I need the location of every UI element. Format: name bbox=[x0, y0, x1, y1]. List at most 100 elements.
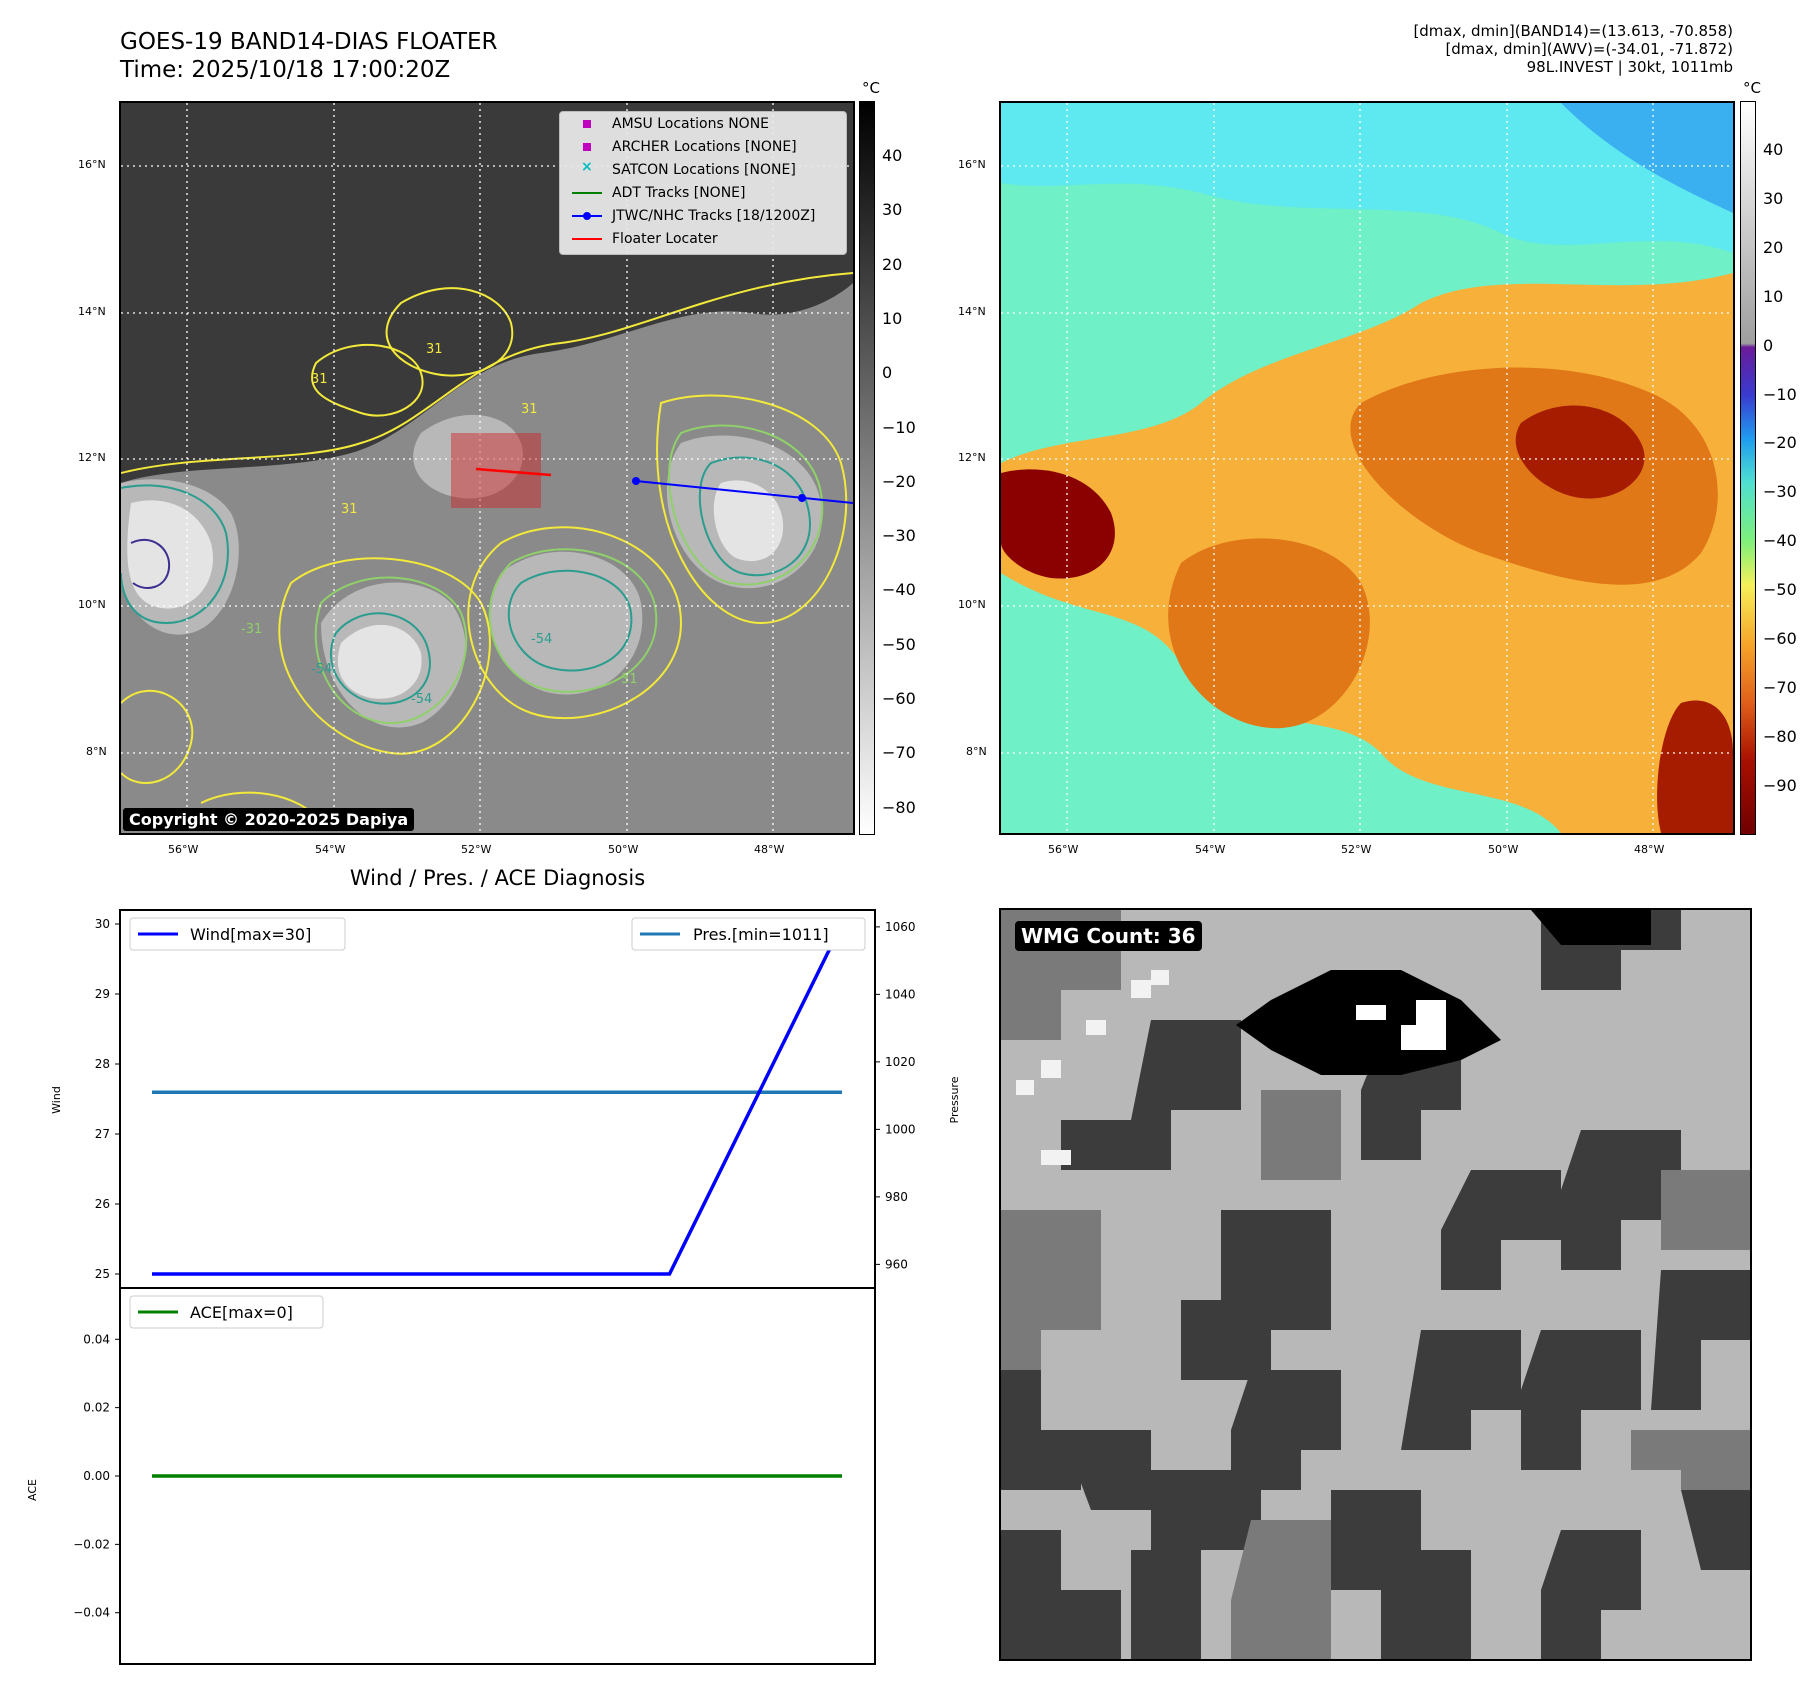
floater-locater-line bbox=[475, 467, 552, 477]
wind-series-line bbox=[152, 923, 844, 1276]
colorbar-tick: −70 bbox=[882, 743, 916, 763]
wv-moist-core bbox=[1168, 538, 1370, 729]
axis-tick-label: 26 bbox=[95, 1197, 110, 1211]
ir-contour-labels: 31 31 31 31 -54 -54 -54 -31 31 bbox=[241, 342, 638, 707]
axis-tick-label: −0.02 bbox=[73, 1537, 110, 1551]
colorbar-tick: −90 bbox=[1763, 775, 1797, 795]
wv-dry-region bbox=[1001, 103, 1733, 253]
wmg-light-blocks bbox=[1016, 970, 1169, 1165]
pressure-ylabel: Pressure bbox=[948, 1076, 961, 1123]
info-line-2: [dmax, dmin](AWV)=(-34.01, -71.872) bbox=[1445, 40, 1733, 58]
lon-tick: 50°W bbox=[1488, 843, 1519, 856]
wmg-count-badge: WMG Count: 36 bbox=[1015, 921, 1202, 951]
wv-very-moist-core bbox=[1001, 469, 1115, 579]
lon-tick: 50°W bbox=[608, 843, 639, 856]
colorbar-tick: −80 bbox=[1763, 726, 1797, 746]
colorbar-tick: −10 bbox=[1763, 384, 1797, 404]
colorbar-tick: 0 bbox=[882, 363, 893, 383]
axis-tick-label: 28 bbox=[95, 1057, 110, 1071]
colorbar-tick: −70 bbox=[1763, 677, 1797, 697]
colorbar-tick: −50 bbox=[882, 634, 916, 654]
wind-ticks: 30 29 28 27 26 25 bbox=[95, 917, 120, 1281]
colorbar-tick: −30 bbox=[1763, 482, 1797, 502]
lon-tick: 52°W bbox=[461, 843, 492, 856]
colorbar-tick: −80 bbox=[882, 797, 916, 817]
axis-tick-label: 0.04 bbox=[83, 1332, 110, 1346]
contour-label: 31 bbox=[341, 502, 358, 517]
colorbar-tick: −50 bbox=[1763, 580, 1797, 600]
axis-tick-label: 980 bbox=[885, 1190, 908, 1204]
ir-legend: AMSU Locations NONE ARCHER Locations [NO… bbox=[559, 111, 847, 255]
lat-tick: 8°N bbox=[86, 745, 107, 758]
ir-coldest-cloud bbox=[127, 480, 784, 699]
wmg-image bbox=[1001, 910, 1750, 1659]
wmg-black-block bbox=[1531, 910, 1651, 945]
colorbar-tick: 30 bbox=[1763, 188, 1784, 208]
lat-tick: 14°N bbox=[958, 305, 986, 318]
lon-tick: 54°W bbox=[315, 843, 346, 856]
colorbar-tick: −60 bbox=[882, 689, 916, 708]
ace-ylabel: ACE bbox=[26, 1479, 39, 1501]
colorbar-tick: 40 bbox=[882, 146, 903, 165]
contour-label: -54 bbox=[311, 662, 332, 677]
axis-tick-label: 1040 bbox=[885, 987, 916, 1001]
ir-colorbar bbox=[859, 101, 875, 835]
colorbar-tick: 20 bbox=[1763, 237, 1784, 257]
ace-legend-label: ACE[max=0] bbox=[190, 1303, 293, 1322]
ace-ticks: 0.04 0.02 0.00 −0.02 −0.04 bbox=[73, 1332, 120, 1620]
axis-tick-label: 0.02 bbox=[83, 1401, 110, 1415]
wv-very-dry-region bbox=[1561, 103, 1733, 213]
axis-tick-label: 960 bbox=[885, 1257, 908, 1271]
ace-legend bbox=[129, 1295, 324, 1329]
info-line-1: [dmax, dmin](BAND14)=(13.613, -70.858) bbox=[1413, 22, 1733, 40]
lat-tick: 10°N bbox=[78, 598, 106, 611]
lon-tick: 52°W bbox=[1341, 843, 1372, 856]
wv-map-panel bbox=[999, 101, 1735, 835]
lat-tick: 12°N bbox=[958, 451, 986, 464]
colorbar-tick: −30 bbox=[882, 526, 916, 546]
contour-label: 31 bbox=[311, 372, 328, 387]
colorbar-tick: −40 bbox=[882, 580, 916, 600]
wind-ylabel: Wind bbox=[50, 1086, 63, 1114]
wv-gridlines bbox=[1001, 103, 1733, 833]
wmg-panel: WMG Count: 36 bbox=[999, 908, 1752, 1661]
wmg-white-block bbox=[1356, 1005, 1386, 1020]
colorbar-tick: 30 bbox=[882, 200, 903, 220]
lat-tick: 10°N bbox=[958, 598, 986, 611]
colorbar-tick: −10 bbox=[882, 417, 916, 437]
jtwc-track-point bbox=[798, 494, 806, 502]
jtwc-track-point bbox=[632, 477, 640, 485]
lat-tick: 8°N bbox=[966, 745, 987, 758]
axis-tick-label: 1060 bbox=[885, 920, 916, 934]
legend-item-adt: ADT Tracks [NONE] bbox=[570, 183, 745, 203]
colorbar-tick: −60 bbox=[1763, 629, 1797, 648]
axis-tick-label: 29 bbox=[95, 987, 110, 1001]
wv-moist-core bbox=[1350, 367, 1718, 585]
lon-tick: 54°W bbox=[1195, 843, 1226, 856]
contour-label: 31 bbox=[521, 402, 538, 417]
wv-map-image bbox=[1001, 103, 1733, 833]
wv-colorbar-unit: °C bbox=[1743, 79, 1761, 97]
figure-title: GOES-19 BAND14-DIAS FLOATER Time: 2025/1… bbox=[120, 28, 498, 84]
colorbar-tick: −20 bbox=[1763, 433, 1797, 453]
line-icon bbox=[572, 238, 602, 240]
lat-tick: 16°N bbox=[958, 158, 986, 171]
axis-tick-label: 25 bbox=[95, 1267, 110, 1281]
legend-item-floater: Floater Locater bbox=[570, 229, 718, 249]
wv-colorbar bbox=[1740, 101, 1756, 835]
contour-label: 31 bbox=[621, 672, 638, 687]
pressure-ticks: 1060 1040 1020 1000 980 960 bbox=[875, 920, 916, 1271]
diagnosis-title: Wind / Pres. / ACE Diagnosis bbox=[349, 866, 646, 890]
lon-tick: 56°W bbox=[1048, 843, 1079, 856]
wind-legend bbox=[129, 917, 346, 951]
square-marker-icon bbox=[583, 120, 591, 128]
legend-item-satcon: × SATCON Locations [NONE] bbox=[581, 159, 796, 178]
colorbar-tick: 10 bbox=[882, 308, 903, 328]
colorbar-tick: 10 bbox=[1763, 286, 1784, 306]
colorbar-tick: −20 bbox=[882, 471, 916, 491]
info-line-3: 98L.INVEST | 30kt, 1011mb bbox=[1526, 58, 1733, 76]
title-line-1: GOES-19 BAND14-DIAS FLOATER bbox=[120, 29, 498, 55]
square-marker-icon bbox=[583, 143, 591, 151]
lat-tick: 14°N bbox=[78, 305, 106, 318]
axis-tick-label: 0.00 bbox=[83, 1469, 110, 1483]
